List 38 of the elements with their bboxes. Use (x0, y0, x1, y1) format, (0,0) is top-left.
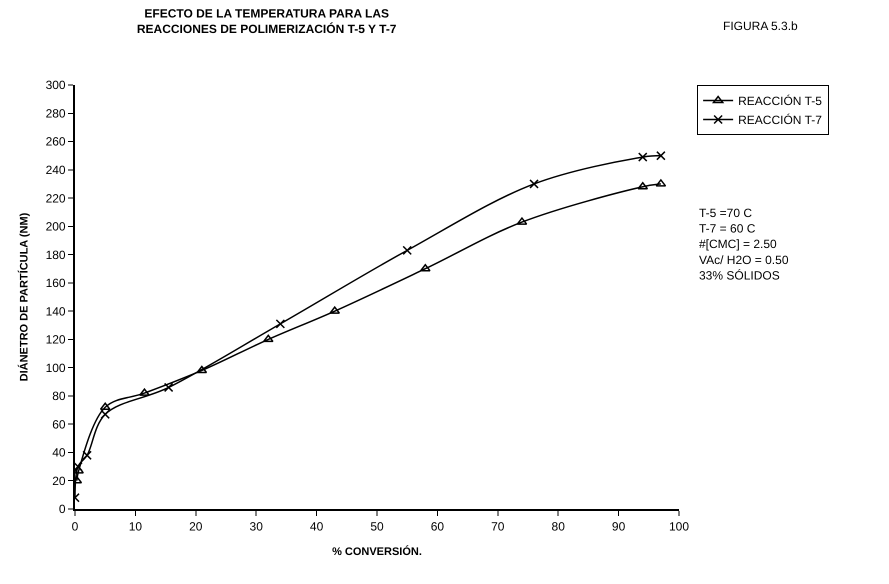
chart-title: EFECTO DE LA TEMPERATURA PARA LAS REACCIONES DE POLIMERIZACIÓN T-5 Y T-7 (136, 6, 397, 36)
x-tick-label: 20 (189, 519, 203, 534)
y-tick-label: 240 (46, 163, 66, 177)
y-tick-label: 200 (46, 220, 66, 234)
y-tick-label: 300 (46, 78, 66, 92)
x-tick-label: 90 (612, 519, 626, 534)
legend-label: REACCIÓN T-5 (738, 94, 822, 108)
x-axis-title: % CONVERSIÓN. (332, 545, 422, 558)
y-tick-label: 0 (58, 502, 66, 516)
text: VAc/ H2O = 0.50 (699, 252, 789, 267)
text: #[CMC] = 2.50 (699, 237, 778, 252)
y-tick-label: 180 (46, 248, 66, 262)
x-tick-label: 40 (310, 519, 324, 534)
y-tick-label: 260 (46, 134, 66, 149)
text: T-7 = 60 C (699, 222, 756, 236)
y-tick-label: 220 (46, 191, 66, 206)
y-tick-label: 60 (52, 417, 66, 432)
text: T-5 =70 C (699, 206, 752, 220)
x-tick-label: 50 (370, 519, 384, 534)
y-tick-label: 40 (52, 446, 66, 460)
text: 33% SÓLIDOS (699, 268, 780, 282)
y-tick-label: 80 (52, 389, 66, 404)
y-tick-label: 120 (46, 332, 66, 347)
x-tick-label: 60 (430, 519, 444, 534)
x-tick-label: 0 (72, 519, 79, 534)
x-tick-label: 80 (552, 519, 566, 534)
legend-label: REACCIÓN T-7 (738, 113, 822, 128)
x-tick-label: 70 (491, 519, 505, 534)
y-axis-title: DIÁNETRO DE PARTÍCULA (NM) (18, 212, 31, 382)
x-tick-label: 10 (128, 519, 142, 534)
y-tick-label: 140 (46, 304, 66, 318)
y-tick-label: 280 (46, 106, 66, 120)
y-tick-label: 100 (46, 360, 66, 375)
y-tick-label: 160 (46, 276, 66, 290)
x-tick-label: 100 (668, 519, 690, 534)
text: FIGURA 5.3.b (723, 19, 798, 33)
x-tick-label: 30 (250, 519, 264, 534)
y-tick-label: 20 (52, 474, 66, 488)
